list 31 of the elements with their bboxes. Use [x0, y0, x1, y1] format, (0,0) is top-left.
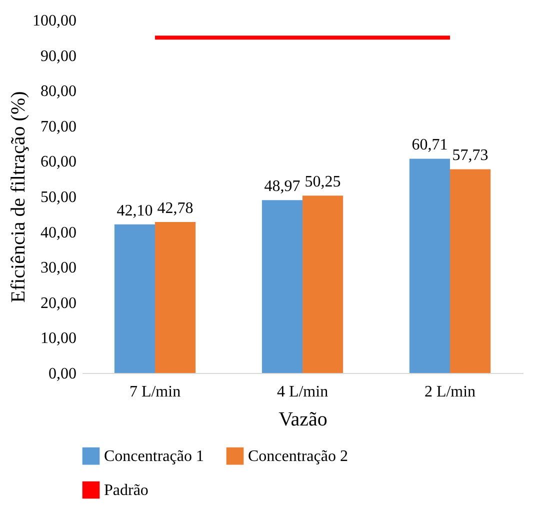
x-tick-label: 2 L/min: [424, 384, 476, 400]
y-tick-label: 70,00: [40, 118, 76, 136]
y-tick-label: 30,00: [40, 260, 76, 277]
data-label: 48,97: [264, 178, 300, 196]
y-tick-label: 20,00: [40, 294, 76, 312]
y-tick-label: 10,00: [40, 330, 76, 348]
y-tick-label: 0,00: [48, 366, 76, 382]
y-tick-label: 40,00: [40, 224, 76, 242]
y-tick-label: 50,00: [40, 189, 76, 206]
legend-label: Padrão: [104, 482, 148, 499]
y-tick-label: 90,00: [40, 48, 76, 65]
bar: [450, 169, 491, 373]
data-label: 57,73: [452, 147, 488, 164]
bar: [262, 200, 302, 373]
bar: [409, 158, 450, 373]
x-tick-label: 7 L/min: [129, 384, 181, 400]
legend-label: Concentração 1: [104, 448, 204, 466]
data-label: 42,78: [157, 200, 194, 217]
y-tick-label: 80,00: [40, 83, 76, 100]
x-tick-label: 4 L/min: [276, 384, 328, 400]
data-label: 60,71: [412, 136, 448, 154]
x-axis-title: Vazão: [278, 408, 328, 430]
y-tick-label: 100,00: [32, 12, 76, 30]
bar: [302, 196, 344, 373]
y-axis-title: Eficiência de filtração (%): [8, 91, 30, 303]
bar: [155, 222, 196, 373]
bar: [114, 224, 156, 373]
legend-label: Concentração 2: [248, 448, 348, 466]
y-tick-label: 60,00: [40, 154, 76, 171]
data-label: 42,10: [116, 202, 153, 220]
data-label: 50,25: [304, 174, 341, 191]
